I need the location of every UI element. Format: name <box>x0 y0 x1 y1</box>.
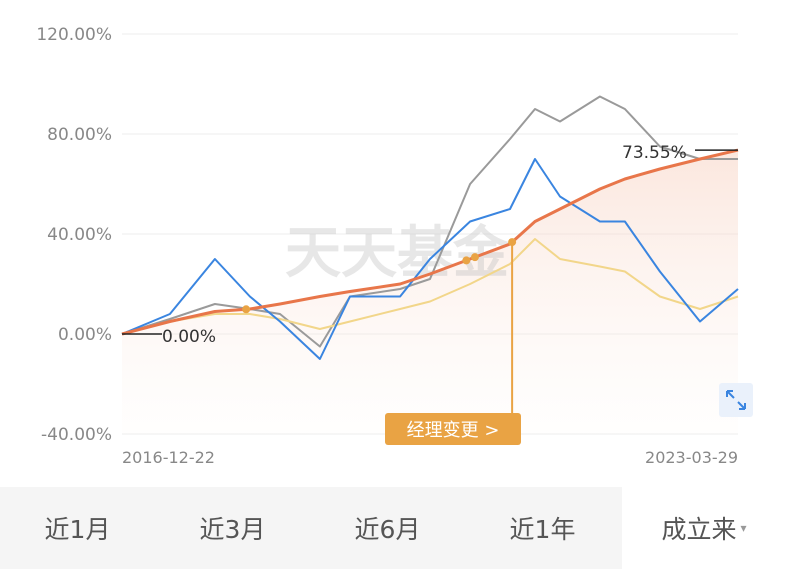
start-value-label: 0.00% <box>162 327 216 347</box>
y-tick-label: 40.00% <box>47 225 112 245</box>
manager-change-marker[interactable] <box>242 305 251 314</box>
caret-down-icon: ▾ <box>740 521 747 535</box>
manager-change-marker[interactable] <box>470 253 479 262</box>
manager-change-button[interactable]: 经理变更 > <box>385 413 521 445</box>
tab-1-year[interactable]: 近1年 <box>509 515 576 544</box>
tab-6-months[interactable]: 近6月 <box>354 515 421 544</box>
y-tick-label: 80.00% <box>47 125 112 145</box>
manager-change-marker[interactable] <box>462 256 471 265</box>
y-tick-label: 0.00% <box>58 325 112 345</box>
period-tabs: 近1月 近3月 近6月 近1年 成立来 ▾ <box>0 487 786 569</box>
tab-3-months[interactable]: 近3月 <box>199 515 266 544</box>
y-tick-label: -40.00% <box>41 425 112 445</box>
tab-since-inception-label: 成立来 <box>661 515 737 544</box>
series-line-1 <box>121 238 739 335</box>
series-line-2 <box>121 158 739 360</box>
x-end-label: 2023-03-29 <box>645 448 738 467</box>
manager-change-marker[interactable] <box>508 238 517 247</box>
y-tick-label: 120.00% <box>36 25 112 45</box>
watermark: 天天基金 <box>285 221 510 286</box>
end-value-label: 73.55% <box>622 143 687 163</box>
expand-icon <box>726 390 746 410</box>
tab-since-inception[interactable]: 成立来 ▾ <box>622 487 786 569</box>
x-start-label: 2016-12-22 <box>122 448 215 467</box>
tab-1-month[interactable]: 近1月 <box>44 515 111 544</box>
expand-chart-button[interactable] <box>719 383 753 417</box>
fund-area-fill <box>122 150 738 434</box>
